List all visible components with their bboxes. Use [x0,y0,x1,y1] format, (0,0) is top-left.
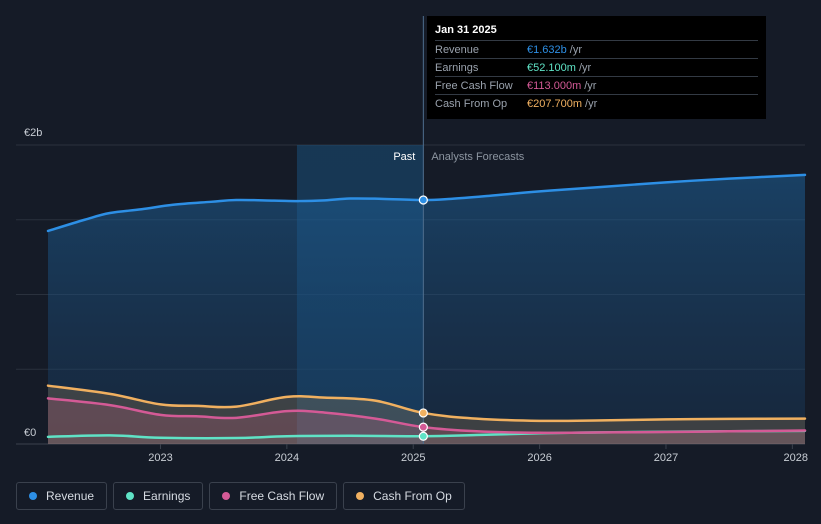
marker-earnings [418,431,428,441]
legend-label: Revenue [46,489,95,503]
legend-dot-icon [126,492,135,500]
tooltip-unit: /yr [578,61,592,74]
x-tick-label: 2023 [148,452,172,464]
tooltip-value: €207.700m [527,97,583,110]
x-tick-label: 2024 [275,452,299,464]
series-lines [46,173,807,440]
x-axis-ticks: 2023 2024 2025 2026 2027 2028 [148,444,808,464]
legend-label: Earnings [143,489,191,503]
legend-item-earnings[interactable]: Earnings [113,482,204,510]
tooltip-value: €1.632b [527,43,567,56]
tooltip-row-cash-from-op: Cash From Op €207.700m /yr [435,94,758,112]
x-tick-label: 2026 [527,452,551,464]
marker-revenue [418,195,428,205]
marker-cash-from-op [418,408,428,418]
tooltip-unit: /yr [569,43,582,56]
legend-dot-icon [222,492,231,500]
tooltip-label: Revenue [435,43,480,56]
tooltip-row-earnings: Earnings €52.100m /yr [435,58,758,76]
tooltip: Jan 31 2025 Revenue €1.632b /yr Earnings… [427,16,766,119]
tooltip-label: Earnings [435,61,479,74]
legend-dot-icon [29,492,37,500]
tooltip-date: Jan 31 2025 [435,24,497,36]
legend-item-free-cash-flow[interactable]: Free Cash Flow [209,482,338,510]
legend-label: Free Cash Flow [239,489,325,503]
y-axis-label-bottom: €0 [24,427,36,439]
x-tick-label: 2025 [401,452,425,464]
tooltip-unit: /yr [584,79,597,92]
line-free-cash-flow [46,397,807,435]
y-axis-label-top: €2b [24,127,42,139]
x-tick-label: 2028 [784,452,808,464]
forecast-label: Analysts Forecasts [431,151,524,163]
tooltip-row-revenue: Revenue €1.632b /yr [435,40,758,58]
tooltip-markers [418,195,428,441]
past-label: Past [393,151,415,163]
legend-dot-icon [356,492,365,500]
line-revenue [46,173,807,233]
x-tick-label: 2027 [654,452,678,464]
legend-label: Cash From Op [373,489,452,503]
legend-item-cash-from-op[interactable]: Cash From Op [343,482,465,510]
legend: Revenue Earnings Free Cash Flow Cash Fro… [16,482,465,510]
tooltip-row-free-cash-flow: Free Cash Flow €113.000m /yr [435,76,758,94]
area-revenue [48,174,805,444]
tooltip-value: €113.000m [527,79,582,92]
marker-free-cash-flow [418,422,428,432]
tooltip-label: Free Cash Flow [435,79,513,92]
tooltip-value: €52.100m [527,61,576,74]
tooltip-unit: /yr [585,97,598,110]
line-cash-from-op [46,384,807,423]
legend-item-revenue[interactable]: Revenue [16,482,108,510]
tooltip-label: Cash From Op [435,97,508,110]
